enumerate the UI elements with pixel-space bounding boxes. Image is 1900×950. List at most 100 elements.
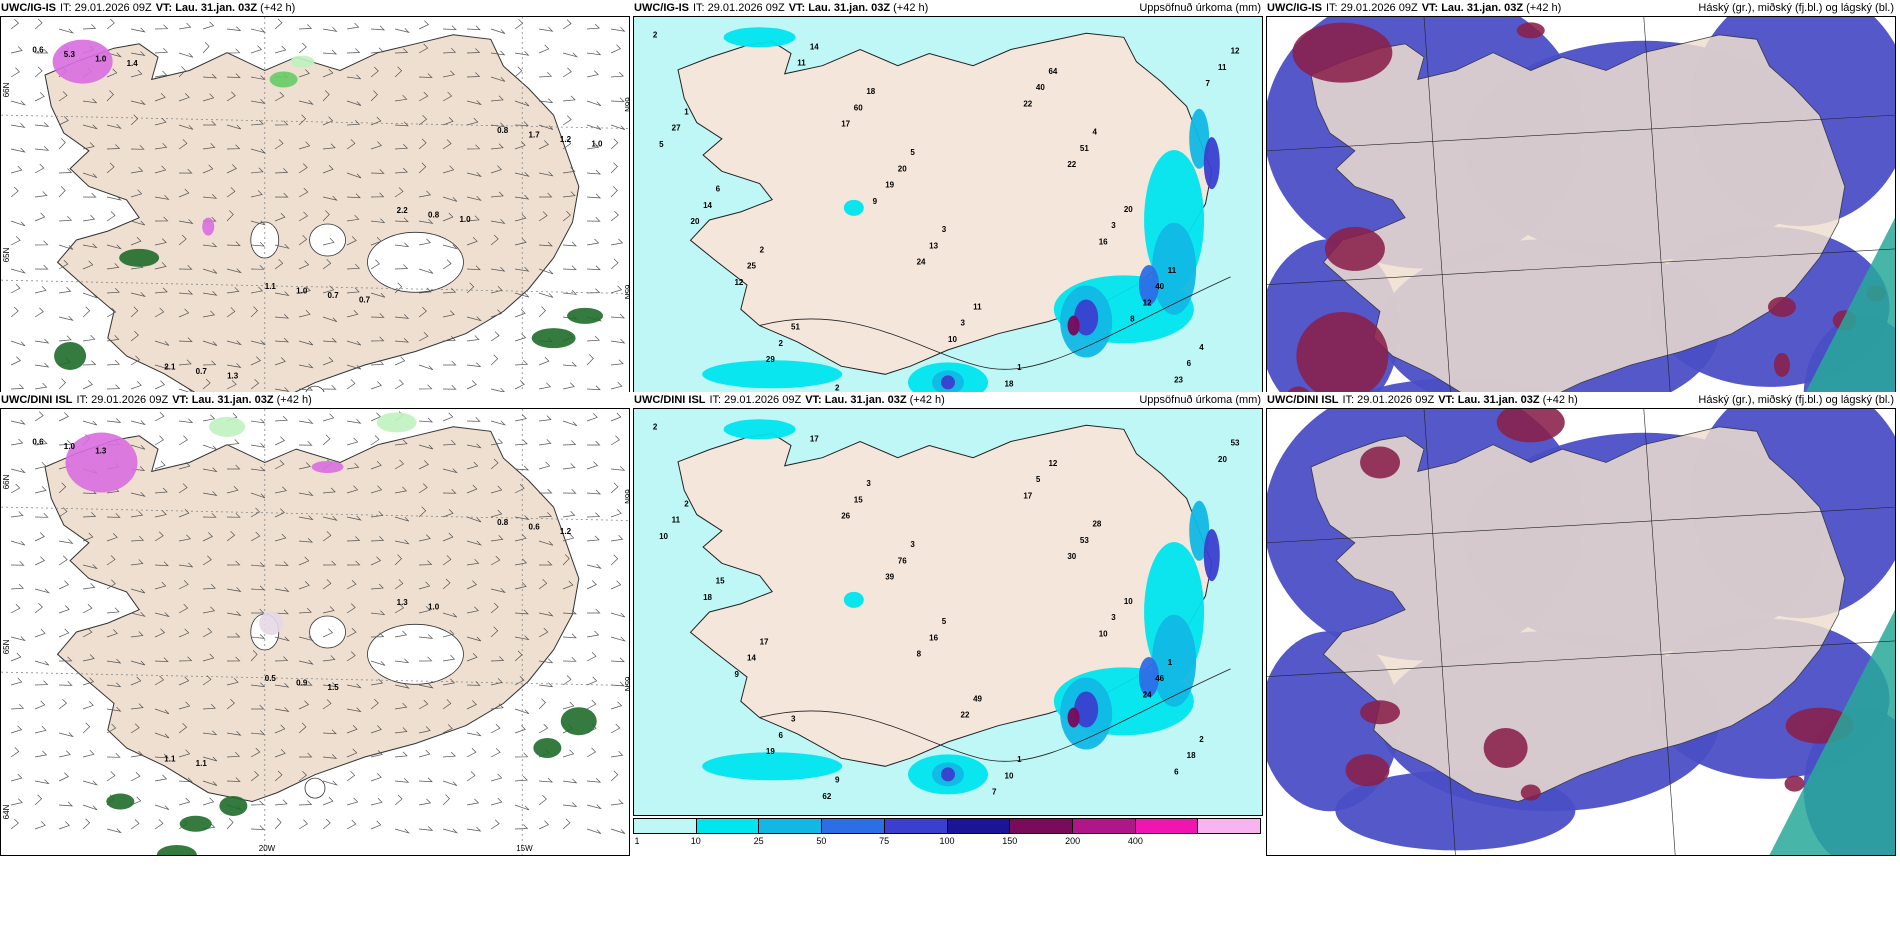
wind-barb bbox=[466, 652, 478, 662]
wind-barb bbox=[539, 192, 553, 198]
wind-barb bbox=[490, 143, 504, 150]
wind-barb bbox=[418, 444, 434, 450]
wind-barb bbox=[370, 485, 383, 494]
wind-barb bbox=[466, 172, 482, 178]
high-cloud bbox=[1292, 22, 1393, 83]
wind-barb bbox=[34, 462, 47, 470]
wind-barb bbox=[130, 100, 146, 106]
wind-barb bbox=[442, 751, 456, 758]
wind-barb bbox=[250, 682, 266, 688]
wind-barb bbox=[346, 579, 357, 590]
wind-barb bbox=[58, 315, 74, 321]
model-name: UWC/DINI ISL bbox=[634, 394, 706, 406]
wind-barb bbox=[178, 534, 192, 542]
wind-barb bbox=[346, 139, 356, 150]
wind-barb bbox=[250, 562, 266, 567]
wind-barb bbox=[466, 265, 481, 271]
wind-barb bbox=[274, 168, 289, 174]
high-cloud bbox=[1360, 446, 1401, 479]
wind-barb bbox=[562, 802, 578, 807]
wind-barb bbox=[466, 25, 481, 31]
wind-barb bbox=[226, 678, 239, 686]
wind-barb bbox=[178, 93, 190, 102]
wind-barb bbox=[322, 487, 336, 494]
cloud-title: Háský (gr.), miðský (fj.bl.) og lágský (… bbox=[1698, 2, 1894, 14]
wind-barb bbox=[10, 677, 23, 686]
wind-barb bbox=[442, 70, 456, 78]
wind-barb bbox=[34, 382, 48, 390]
wind-barb bbox=[10, 123, 26, 128]
wind-barb bbox=[610, 580, 622, 590]
wind-barb bbox=[202, 532, 213, 542]
model-name: UWC/IG-IS bbox=[1267, 2, 1322, 14]
wind-barb bbox=[58, 28, 74, 34]
wind-barb bbox=[34, 411, 44, 422]
wind-barb bbox=[586, 216, 601, 222]
wind-barb bbox=[490, 122, 506, 128]
wind-barb bbox=[106, 723, 117, 734]
precip-value-label: 46 bbox=[1155, 674, 1164, 683]
precip-value-label: 51 bbox=[791, 323, 800, 332]
wind-barb bbox=[586, 630, 600, 638]
wind-barb bbox=[226, 73, 241, 78]
wind-barb bbox=[178, 22, 192, 30]
wind-barb bbox=[178, 676, 190, 686]
precip-value-label: 1.3 bbox=[397, 598, 409, 607]
wind-barb bbox=[250, 265, 265, 270]
wind-barb bbox=[106, 771, 116, 782]
wind-barb bbox=[178, 66, 186, 78]
wind-barb bbox=[10, 704, 25, 710]
wind-barb bbox=[34, 532, 45, 542]
wind-barb bbox=[130, 703, 144, 710]
precip-value-label: 3 bbox=[1111, 221, 1116, 230]
precip-value-label: 0.7 bbox=[196, 367, 208, 376]
wind-barb bbox=[538, 171, 554, 177]
wind-barb bbox=[370, 47, 384, 54]
wind-barb bbox=[562, 440, 577, 446]
wind-barb bbox=[586, 265, 601, 271]
wind-barb bbox=[10, 46, 23, 54]
wind-barb bbox=[10, 419, 26, 425]
wind-barb bbox=[418, 798, 432, 806]
wind-barb bbox=[490, 165, 503, 174]
wind-barb bbox=[10, 747, 20, 758]
wind-barb bbox=[370, 536, 385, 542]
wind-barb bbox=[322, 531, 332, 542]
colorbar-swatch bbox=[759, 819, 823, 833]
wind-barb bbox=[34, 588, 50, 594]
wind-barb bbox=[58, 244, 74, 250]
wind-barb bbox=[514, 650, 523, 662]
wind-barb bbox=[250, 99, 266, 104]
wind-barb bbox=[106, 68, 118, 78]
precip-contour bbox=[1067, 707, 1080, 728]
wind-barb bbox=[106, 384, 121, 390]
wind-barb bbox=[394, 516, 410, 522]
wind-barb bbox=[466, 826, 482, 832]
wind-barb bbox=[370, 381, 382, 390]
high-cloud bbox=[1520, 784, 1541, 801]
wind-barb bbox=[466, 215, 480, 222]
wind-barb bbox=[10, 818, 19, 830]
wind-barb bbox=[514, 100, 530, 107]
lat-axis-label: 65N bbox=[2, 247, 11, 262]
precip-value-label: 1.2 bbox=[560, 135, 572, 144]
vt-label: VT: bbox=[805, 394, 822, 406]
wind-barb bbox=[250, 340, 266, 346]
wind-barb bbox=[586, 335, 600, 342]
vt-value: Lau. 31.jan. 03Z bbox=[1457, 394, 1540, 406]
precip-value-label: 0.7 bbox=[328, 291, 340, 300]
precip-value-label: 53 bbox=[1231, 439, 1240, 448]
wind-barb bbox=[10, 560, 25, 566]
wind-barb bbox=[154, 732, 170, 739]
wind-barb bbox=[82, 24, 97, 30]
glacier bbox=[309, 223, 346, 257]
precip-value-label: 18 bbox=[1187, 751, 1196, 760]
vt-label: VT: bbox=[1438, 394, 1455, 406]
wind-barb bbox=[346, 627, 357, 638]
wind-barb bbox=[322, 579, 332, 590]
wind-barb bbox=[442, 212, 454, 222]
precip-value-label: 14 bbox=[810, 42, 819, 51]
wind-barb bbox=[130, 676, 142, 686]
wind-barb bbox=[562, 657, 577, 662]
wind-barb bbox=[250, 220, 266, 226]
